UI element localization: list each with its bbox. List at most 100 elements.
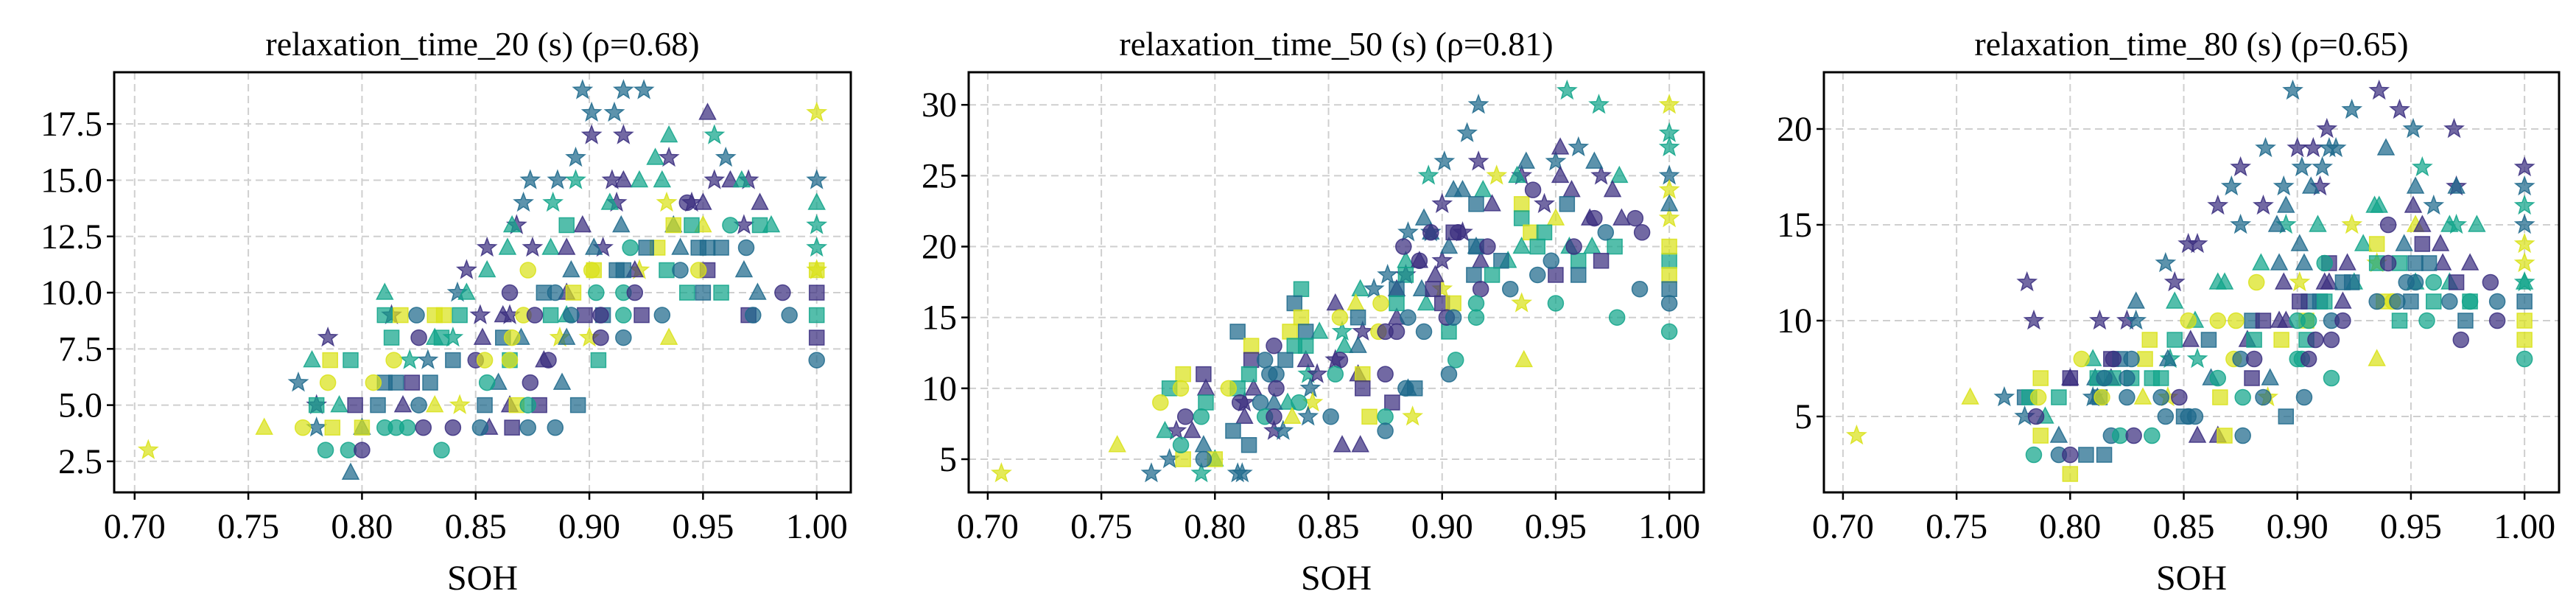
data-point-star <box>522 236 544 257</box>
data-point-triangle <box>573 214 592 233</box>
data-point-triangle <box>1282 406 1302 425</box>
data-point-triangle <box>1439 236 1459 254</box>
data-point-star <box>1545 150 1567 171</box>
data-point-square <box>1355 380 1371 397</box>
data-point-square <box>1293 309 1310 326</box>
data-point-triangle <box>1512 236 1531 254</box>
data-point-square <box>1441 324 1457 340</box>
data-point-triangle <box>1347 293 1365 311</box>
data-point-triangle <box>1612 208 1631 226</box>
data-point-circle <box>1377 366 1394 383</box>
data-point-circle <box>1660 323 1678 341</box>
data-point-square <box>638 240 654 256</box>
data-point-square <box>1229 324 1246 340</box>
data-point-circle <box>2295 388 2313 406</box>
data-point-square <box>1361 408 1378 425</box>
data-point-triangle <box>748 282 767 300</box>
y-tick-label: 20 <box>1777 110 1812 149</box>
data-point-square <box>1529 238 1545 255</box>
data-point-square <box>1548 267 1564 283</box>
data-point-triangle <box>1326 293 1345 311</box>
data-point-circle <box>365 374 382 391</box>
data-point-triangle <box>557 327 576 345</box>
data-point-star <box>2255 136 2276 158</box>
data-point-star <box>1140 462 1162 483</box>
data-point-square <box>2278 408 2295 425</box>
data-point-triangle <box>1156 420 1174 439</box>
data-point-square <box>1570 267 1587 283</box>
data-point-square <box>590 352 607 369</box>
data-point-circle <box>1395 238 1412 255</box>
data-point-circle <box>294 419 312 436</box>
data-point-star <box>1331 320 1353 341</box>
data-point-square <box>1445 295 1461 312</box>
data-point-star <box>1588 94 1610 114</box>
data-point-triangle <box>1603 179 1622 198</box>
data-point-square <box>558 217 575 234</box>
data-point-circle <box>526 307 544 324</box>
axes-frame <box>1822 71 2561 494</box>
data-point-star <box>2186 232 2208 254</box>
data-point-triangle <box>2188 425 2207 443</box>
data-point-circle <box>410 397 427 414</box>
data-point-circle <box>2461 293 2479 310</box>
data-point-triangle <box>1551 165 1570 184</box>
data-point-square <box>695 285 712 301</box>
data-point-square <box>569 397 586 414</box>
data-point-circle <box>1440 366 1458 383</box>
data-point-triangle <box>732 170 751 188</box>
data-point-star <box>656 191 678 212</box>
x-tick-label: 0.85 <box>445 507 507 546</box>
data-point-triangle <box>1335 335 1354 353</box>
data-point-circle <box>2119 388 2135 406</box>
data-point-circle <box>2094 388 2110 406</box>
data-point-square <box>1523 224 1539 241</box>
data-point-square <box>2137 351 2153 367</box>
data-point-star <box>1299 377 1322 398</box>
data-point-square <box>542 307 559 324</box>
data-point-circle <box>317 442 334 458</box>
data-point-square <box>1661 281 1677 297</box>
scatter-points <box>1845 79 2535 482</box>
data-point-star <box>1363 278 1385 299</box>
data-point-triangle <box>1108 435 1126 453</box>
data-point-star <box>806 169 828 189</box>
x-tick-label: 0.70 <box>957 507 1019 546</box>
data-point-star <box>542 191 564 212</box>
y-tick-label: 15.0 <box>41 161 102 200</box>
data-point-circle <box>1633 224 1651 241</box>
data-point-triangle <box>698 102 717 120</box>
data-point-circle <box>1266 408 1282 425</box>
data-point-square <box>1425 281 1442 297</box>
data-point-triangle <box>721 170 740 188</box>
data-point-circle <box>2062 446 2079 464</box>
data-point-square <box>2032 370 2049 386</box>
data-point-triangle <box>1235 406 1254 425</box>
data-point-star <box>1658 94 1680 114</box>
x-tick-label: 0.70 <box>1812 507 1874 546</box>
x-tick-label: 0.95 <box>672 507 734 546</box>
data-point-star <box>1352 320 1374 341</box>
scatter-points <box>990 79 1680 483</box>
data-point-triangle <box>303 349 321 368</box>
data-point-circle <box>1331 352 1349 369</box>
data-point-star <box>2088 309 2110 330</box>
data-point-star <box>287 371 309 392</box>
data-point-triangle <box>1351 279 1369 296</box>
data-point-star <box>2341 213 2363 234</box>
panel-relaxation-time-20: relaxation_time_20 (s) (ρ=0.68) SOH 0.70… <box>41 25 852 598</box>
data-point-circle <box>1467 309 1485 326</box>
data-point-circle <box>2123 350 2140 368</box>
data-point-triangle <box>1414 208 1433 226</box>
data-point-triangle <box>2338 253 2356 271</box>
data-point-star <box>1467 94 1489 114</box>
data-point-circle <box>519 419 536 436</box>
data-point-circle <box>1529 266 1546 284</box>
data-point-star <box>2402 117 2424 139</box>
data-point-square <box>2096 447 2113 463</box>
data-point-triangle <box>1610 165 1629 184</box>
data-point-square <box>665 217 682 234</box>
data-point-star <box>1993 386 2015 407</box>
y-tick-label: 15 <box>922 299 957 338</box>
data-point-star <box>572 79 594 100</box>
